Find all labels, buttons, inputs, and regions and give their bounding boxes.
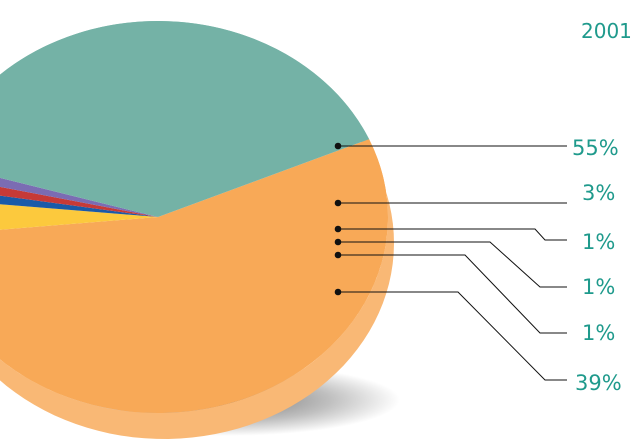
leader-lines [334,142,567,381]
slice-label-0: 55% [572,136,619,160]
slice-1 [0,204,158,230]
slice-2 [0,195,158,217]
slice-3 [0,186,158,217]
slice-label-3: 1% [582,275,615,299]
leader-dot-0 [334,142,342,150]
leader-line-3 [338,241,567,288]
slice-0 [0,139,388,413]
slice-4 [0,177,158,217]
slice-label-1: 3% [582,181,615,205]
pie-top [0,21,388,413]
slice-5 [0,21,370,217]
chart-title: 2001 [581,19,632,43]
leader-dot-2 [334,225,342,233]
slice-label-5: 39% [575,371,622,395]
leader-dot-3 [334,238,342,246]
slice-labels: 55% 3% 1% 1% 1% 39% [572,136,622,395]
leader-line-2 [338,228,567,241]
slice-label-2: 1% [582,230,615,254]
leader-dot-4 [334,251,342,259]
leader-dot-5 [334,288,342,296]
leader-line-5 [338,291,567,381]
leader-dot-1 [334,199,342,207]
leader-line-4 [338,254,567,334]
slice-label-4: 1% [582,321,615,345]
